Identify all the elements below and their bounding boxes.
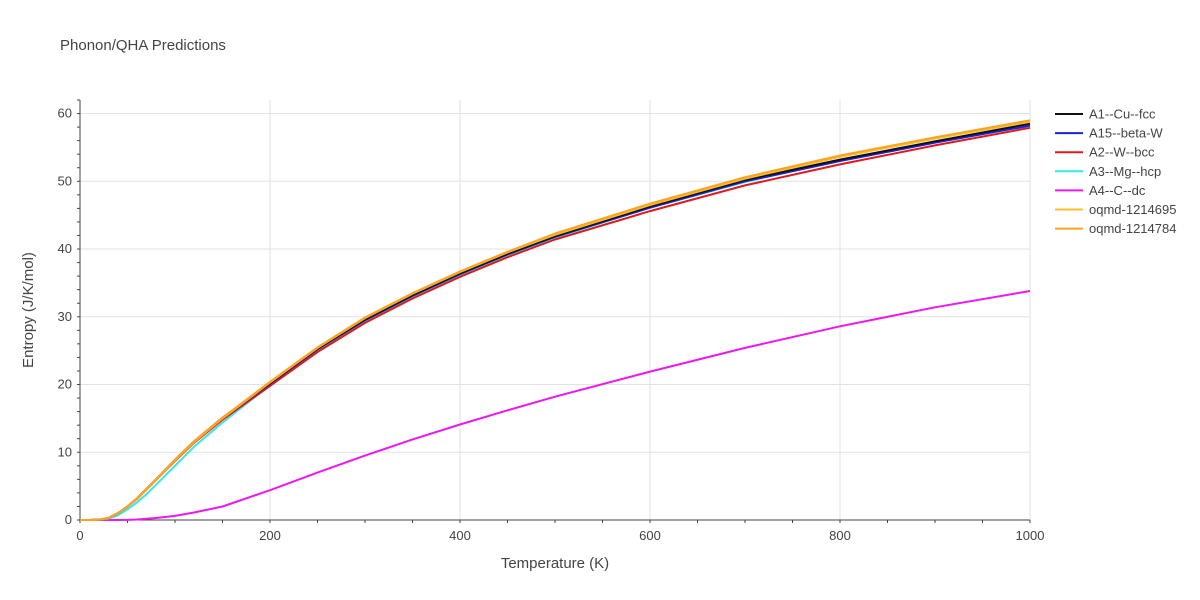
y-tick-label-1: 10 [58,444,72,459]
series-line-6 [80,119,1031,521]
legend-label: A15--beta-W [1089,126,1163,141]
x-tick-label-0: 0 [76,528,83,543]
legend-label: oqmd-1214695 [1089,202,1176,217]
x-tick-label-4: 800 [829,528,851,543]
legend-item-3[interactable]: A3--Mg--hcp [1055,164,1161,179]
legend-item-6[interactable]: oqmd-1214784 [1055,221,1176,236]
y-axis-label: Entropy (J/K/mol) [20,252,37,368]
x-tick-label-2: 400 [449,528,471,543]
legend-item-1[interactable]: A15--beta-W [1055,126,1163,141]
y-tick-label-0: 0 [65,512,72,527]
y-tick-label-3: 30 [58,309,72,324]
legend-label: A3--Mg--hcp [1089,164,1161,179]
legend-item-5[interactable]: oqmd-1214695 [1055,202,1176,217]
x-tick-label-1: 200 [259,528,281,543]
legend-label: oqmd-1214784 [1089,221,1176,236]
y-tick-label-6: 60 [58,106,72,121]
legend[interactable]: A1--Cu--fcc A15--beta-W A2--W--bcc A3--Mg--… [1055,107,1176,237]
y-tick-label-5: 50 [58,173,72,188]
series-line-3 [80,123,1031,521]
series-line-2 [80,126,1031,521]
legend-label: A2--W--bcc [1089,145,1155,160]
series-line-0 [80,122,1031,521]
series-line-4 [80,290,1031,521]
x-axis-label: Temperature (K) [501,555,609,572]
chart-title: Phonon/QHA Predictions [60,37,226,54]
legend-label: A1--Cu--fcc [1089,107,1156,122]
x-tick-label-5: 1000 [1016,528,1045,543]
legend-item-0[interactable]: A1--Cu--fcc [1055,107,1156,122]
legend-label: A4--C--dc [1089,183,1146,198]
x-tick-label-3: 600 [639,528,661,543]
legend-item-4[interactable]: A4--C--dc [1055,183,1146,198]
series-line-1 [80,124,1031,521]
legend-item-2[interactable]: A2--W--bcc [1055,145,1155,160]
y-tick-label-4: 40 [58,241,72,256]
series-lines [80,119,1031,521]
y-tick-label-2: 20 [58,377,72,392]
grid-lines [80,100,1031,520]
